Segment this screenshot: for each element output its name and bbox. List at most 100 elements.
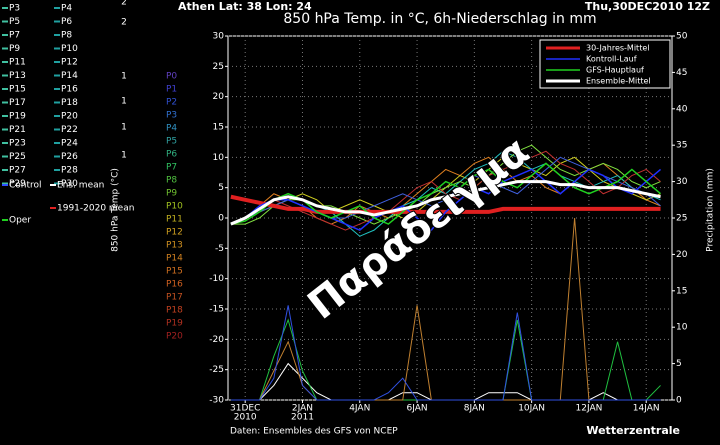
legend-label: Ens. mean	[57, 181, 104, 191]
y2-tick-label: 0	[676, 396, 682, 406]
legend-label: P11	[9, 58, 26, 68]
y-tick-label: 20	[213, 92, 225, 102]
legend-label: P16	[61, 85, 78, 95]
member-label: P17	[166, 293, 183, 303]
x-tick-label: 10JAN	[518, 404, 545, 414]
legend-label: P25	[9, 152, 26, 162]
y-tick-label: 25	[213, 62, 224, 72]
legend-label: P3	[9, 4, 20, 14]
member-label: P6	[166, 150, 177, 160]
y-axis-label: 850 hPa Temp (°C)	[111, 168, 121, 252]
y-tick-label: 5	[218, 183, 224, 193]
legend-label: P12	[61, 58, 78, 68]
member-label: P2	[166, 98, 177, 108]
y-tick-label: 10	[213, 153, 225, 163]
legend-label: P17	[9, 98, 26, 108]
legend-label: P9	[9, 44, 20, 54]
legend-label: Ensemble-Mittel	[586, 77, 651, 86]
y-tick-label: -10	[209, 274, 224, 284]
member-label: P7	[166, 163, 177, 173]
legend-label: 1991-2020 mean	[57, 204, 134, 214]
legend-label: P28	[61, 166, 78, 176]
member-label: P1	[166, 85, 177, 95]
y2-tick-label: 30	[676, 177, 688, 187]
legend-label: Oper	[9, 216, 31, 226]
legend-label: Control	[9, 181, 42, 191]
legend-label: P15	[9, 85, 26, 95]
member-label: P14	[166, 254, 183, 264]
location: Athen Lat: 38 Lon: 24	[178, 0, 312, 13]
member-label: P12	[166, 228, 183, 238]
legend-label: Kontroll-Lauf	[586, 55, 637, 64]
member-label: P13	[166, 241, 183, 251]
side-number: 1	[121, 123, 127, 133]
side-number: 1	[121, 97, 127, 107]
member-label: P3	[166, 111, 177, 121]
member-label: P5	[166, 137, 177, 147]
legend-label: P13	[9, 71, 26, 81]
x-tick-label: 14JAN	[633, 404, 660, 414]
x-tick-label: 12JAN	[576, 404, 603, 414]
legend-label: P10	[61, 44, 78, 54]
y2-tick-label: 15	[676, 286, 687, 296]
legend-label: P20	[61, 112, 78, 122]
y2-tick-label: 35	[676, 141, 687, 151]
y-tick-label: 15	[213, 123, 224, 133]
y2-tick-label: 45	[676, 68, 687, 78]
legend-label: P29	[9, 179, 26, 189]
legend-label: P8	[61, 31, 72, 41]
watermark: Παράδειγμα	[300, 128, 538, 328]
precip-line	[230, 305, 661, 401]
y-tick-label: 0	[218, 214, 224, 224]
y-tick-label: -5	[215, 244, 224, 254]
member-label: P18	[166, 306, 183, 316]
legend-label: P26	[61, 152, 78, 162]
precip-line	[230, 362, 661, 401]
y2-tick-label: 25	[676, 214, 687, 224]
member-label: P9	[166, 189, 177, 199]
legend-label: P22	[61, 125, 78, 135]
member-label: P15	[166, 267, 183, 277]
y2-axis-label: Precipitation (mm)	[706, 168, 716, 252]
member-label: P10	[166, 202, 183, 212]
side-number: 2	[121, 0, 127, 8]
member-line	[230, 150, 661, 231]
side-number: 1	[121, 72, 127, 82]
series-line	[230, 168, 662, 232]
x-tick-label: 4JAN	[349, 404, 370, 414]
member-label: P8	[166, 176, 177, 186]
y2-tick-label: 40	[676, 104, 688, 114]
member-label: P16	[166, 280, 183, 290]
legend-label: GFS-Hauptlauf	[586, 66, 644, 75]
chart-title: 850 hPa Temp. in °C, 6h-Niederschlag in …	[283, 11, 596, 27]
date: Thu,30DEC2010 12Z	[585, 0, 710, 13]
y-tick-label: -25	[209, 365, 224, 375]
member-label: P0	[166, 72, 177, 82]
legend-label: P19	[9, 112, 26, 122]
y-tick-label: 30	[213, 32, 225, 42]
member-label: P11	[166, 215, 183, 225]
legend-label: P30	[61, 179, 78, 189]
member-label: P19	[166, 319, 183, 329]
legend-label: P7	[9, 31, 20, 41]
y-tick-label: -30	[209, 396, 224, 406]
x-tick-label: 2JAN	[292, 404, 313, 414]
legend-label: 30-Jahres-Mittel	[586, 44, 649, 53]
y2-tick-label: 10	[676, 323, 688, 333]
series-line	[230, 180, 661, 226]
y-tick-label: -20	[209, 335, 224, 345]
legend-label: P4	[61, 4, 72, 14]
legend-label: P21	[9, 125, 26, 135]
x-tick-label: 31DEC	[230, 404, 260, 414]
y2-tick-label: 5	[676, 359, 682, 369]
legend-label: P18	[61, 98, 78, 108]
y-tick-label: -15	[209, 305, 224, 315]
legend-label: P14	[61, 71, 78, 81]
side-number: 1	[121, 151, 127, 161]
legend-label: P23	[9, 139, 26, 149]
legend-label: P5	[9, 17, 20, 27]
precip-line	[230, 318, 661, 401]
y2-tick-label: 50	[676, 32, 688, 42]
source: Daten: Ensembles des GFS von NCEP	[230, 427, 398, 437]
